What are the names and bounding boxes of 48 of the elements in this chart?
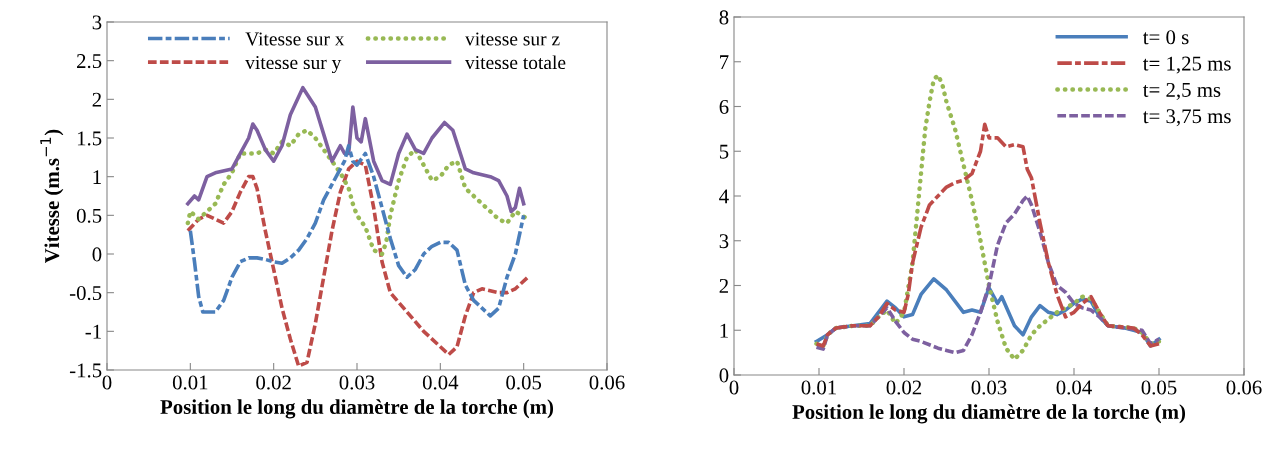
legend-label: t= 3,75 ms bbox=[1142, 109, 1231, 127]
y-tick-label: 0.5 bbox=[76, 208, 102, 223]
x-tick-label: 0.01 bbox=[801, 380, 836, 395]
y-tick-label: 7 bbox=[720, 55, 729, 69]
y-tick-label: 8 bbox=[719, 10, 729, 25]
x-tick-label: 0.05 bbox=[506, 375, 542, 390]
y-tick-label: 1 bbox=[720, 323, 728, 338]
y-tick-label: 4 bbox=[719, 189, 729, 204]
x-axis-title: Position le long du diamètre de la torche (m) bbox=[160, 399, 554, 419]
x-tick-label: 0.02 bbox=[256, 375, 291, 390]
legend-label: vitesse totale bbox=[465, 55, 566, 70]
x-tick-label: 0.04 bbox=[1056, 380, 1092, 395]
x-tick-label: 0.03 bbox=[339, 375, 375, 390]
x-tick-label: 0.05 bbox=[1141, 380, 1177, 395]
line-series bbox=[188, 143, 526, 318]
line-series bbox=[814, 72, 1162, 362]
y-tick-label: 2.5 bbox=[77, 54, 102, 69]
x-tick-label: 0.06 bbox=[589, 375, 625, 390]
line-series bbox=[186, 159, 530, 368]
line-series bbox=[814, 194, 1161, 355]
x-axis-title: Position le long du diamètre de la torche (m) bbox=[792, 404, 1186, 424]
y-axis-title: Vitesse (m.s$^{−1}$) bbox=[40, 129, 64, 264]
y-tick-label: -0.5 bbox=[69, 286, 102, 301]
line-series bbox=[814, 122, 1161, 348]
x-tick-label: 0 bbox=[102, 375, 112, 390]
x-tick-label: 0.03 bbox=[971, 380, 1007, 395]
y-tick-label: 1.5 bbox=[77, 131, 102, 146]
line-series bbox=[186, 85, 526, 214]
y-tick-label: 0 bbox=[92, 247, 102, 262]
y-tick-label: 2 bbox=[92, 92, 101, 107]
y-tick-label: 3 bbox=[719, 234, 729, 249]
legend-label: t= 2,5 ms bbox=[1142, 82, 1221, 100]
legend-label: vitesse sur y bbox=[245, 56, 342, 74]
legend-label: t= 0 s bbox=[1142, 30, 1189, 45]
x-tick-label: 0.01 bbox=[172, 375, 208, 390]
x-tick-label: 0.06 bbox=[1226, 380, 1262, 395]
x-tick-label: 0.04 bbox=[422, 375, 459, 390]
y-tick-label: 3 bbox=[92, 15, 102, 30]
legend-label: Vitesse sur x bbox=[245, 32, 345, 46]
y-tick-label: -1 bbox=[85, 324, 101, 339]
y-tick-label: 2 bbox=[719, 278, 728, 293]
y-tick-label: 1 bbox=[93, 170, 101, 184]
x-tick-label: 0.02 bbox=[886, 380, 922, 395]
y-tick-label: 6 bbox=[719, 99, 729, 114]
legend-label: t= 1,25 ms bbox=[1142, 56, 1231, 74]
y-tick-label: -1.5 bbox=[69, 363, 102, 378]
legend-label: vitesse sur z bbox=[465, 32, 560, 46]
y-tick-label: 5 bbox=[719, 144, 729, 159]
